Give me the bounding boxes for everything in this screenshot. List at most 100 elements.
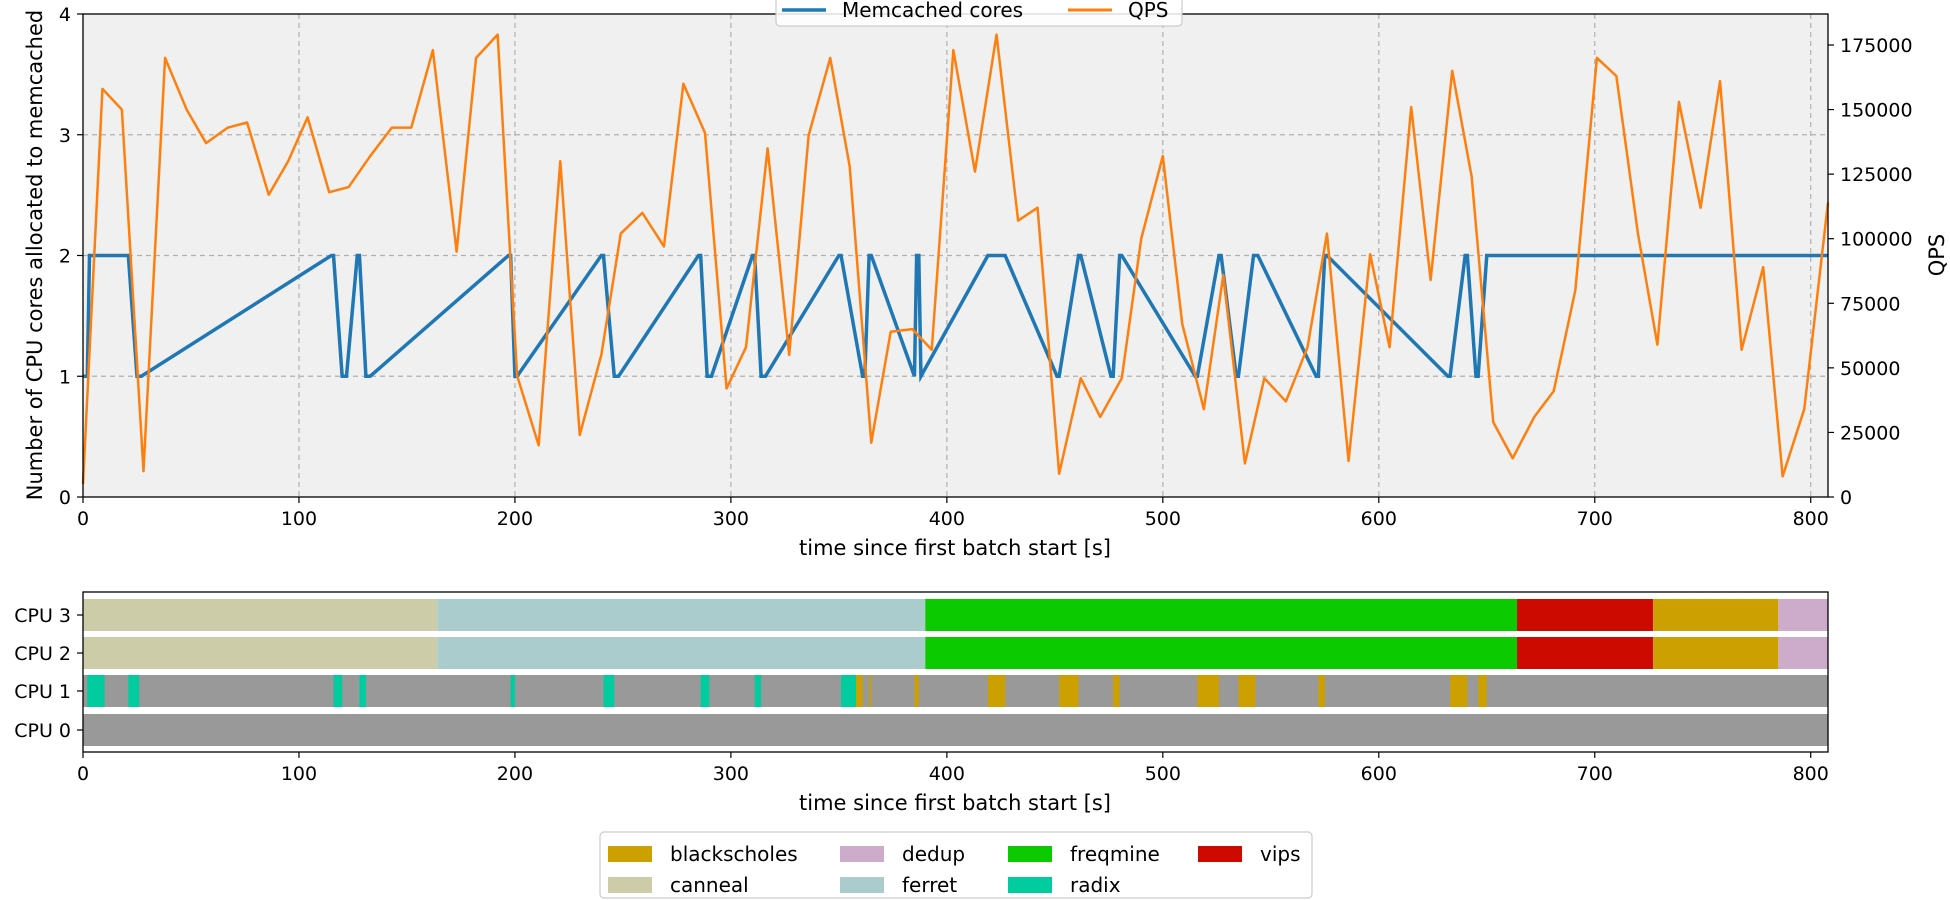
- top-y2-tick-label: 175000: [1840, 35, 1913, 57]
- timeline-segment-blackscholes: [1450, 675, 1468, 707]
- top-y-tick-label: 2: [59, 246, 71, 268]
- bottom-x-tick-label: 800: [1793, 763, 1829, 785]
- timeline-segment-canneal: [83, 599, 438, 631]
- timeline-segment-radix: [87, 675, 105, 707]
- top-y-axis-label: Number of CPU cores allocated to memcach…: [23, 10, 47, 501]
- timeline-segment-blackscholes: [1318, 675, 1325, 707]
- cpu-row-label: CPU 1: [14, 681, 71, 703]
- bottom-x-tick-label: 100: [281, 763, 317, 785]
- legend-vips-swatch: [1198, 846, 1242, 862]
- timeline-segment-blackscholes: [1653, 599, 1779, 631]
- timeline-segment-blackscholes: [1113, 675, 1120, 707]
- legend-freqmine-swatch: [1008, 846, 1052, 862]
- timeline-segment-radix: [603, 675, 615, 707]
- cpu-timeline-bars: [83, 599, 1828, 746]
- timeline-segment-blackscholes: [1197, 675, 1219, 707]
- bottom-x-tick-label: 500: [1145, 763, 1181, 785]
- top-x-tick-label: 800: [1793, 508, 1829, 530]
- bottom-x-tick-label: 200: [497, 763, 533, 785]
- timeline-segment-dedup: [1778, 599, 1828, 631]
- bottom-plot-frame: [82, 591, 1829, 753]
- timeline-segment-radix: [700, 675, 710, 707]
- timeline-segment-blackscholes: [856, 675, 863, 707]
- top-x-tick-label: 300: [713, 508, 749, 530]
- top-x-tick-label: 600: [1361, 508, 1397, 530]
- bottom-x-tick-label: 400: [929, 763, 965, 785]
- timeline-segment-radix: [359, 675, 366, 707]
- top-x-tick-label: 0: [77, 508, 89, 530]
- top-x-tick-label: 500: [1145, 508, 1181, 530]
- bottom-legend-items: blackscholes canneal dedup ferret freqmine ra…: [608, 842, 1301, 897]
- timeline-segment-freqmine: [925, 637, 1518, 669]
- legend-freqmine-label: freqmine: [1070, 842, 1160, 866]
- timeline-segment-blackscholes: [914, 675, 919, 707]
- top-y-tick-label: 3: [59, 125, 71, 147]
- top-legend-box: [775, 0, 1183, 27]
- top-x-axis-label: time since first batch start [s]: [799, 536, 1111, 560]
- timeline-segment-blackscholes: [1059, 675, 1079, 707]
- legend-ferret-swatch: [840, 877, 884, 893]
- timeline-segment-ferret: [437, 599, 926, 631]
- timeline-segment-radix: [510, 675, 515, 707]
- top-x-ticks: 0 100 200 300 400 500 600 700 800: [77, 497, 1829, 530]
- top-y-tick-label: 4: [59, 4, 71, 26]
- qps-cores-chart: 0 100 200 300 400 500 600 700 800 0 1 2 3 4 0 25000 50…: [23, 0, 1949, 560]
- timeline-segment-blackscholes: [1478, 675, 1487, 707]
- timeline-segment-dedup: [1778, 637, 1828, 669]
- legend-canneal-swatch: [608, 877, 652, 893]
- timeline-segment-ferret: [437, 637, 926, 669]
- qps-line: [81, 33, 1830, 485]
- top-series-lines: [81, 33, 1830, 485]
- timeline-segment-blackscholes: [1238, 675, 1256, 707]
- legend-dedup-label: dedup: [902, 842, 965, 866]
- legend-canneal-label: canneal: [670, 873, 749, 897]
- bottom-x-tick-label: 300: [713, 763, 749, 785]
- top-y-tick-label: 1: [59, 366, 71, 388]
- memcached-cores-line: [83, 253, 1828, 383]
- top-y2-axis-label: QPS: [1925, 234, 1949, 277]
- legend-blackscholes-label: blackscholes: [670, 842, 798, 866]
- cpu-row-label: CPU 2: [14, 643, 71, 665]
- bottom-legend: blackscholes canneal dedup ferret freqmine ra…: [599, 831, 1313, 899]
- cpu-row-label: CPU 3: [14, 605, 71, 627]
- top-y2-tick-label: 25000: [1840, 422, 1900, 444]
- bottom-x-tick-label: 600: [1361, 763, 1397, 785]
- timeline-segment-memcached: [83, 675, 1828, 707]
- legend-ferret-label: ferret: [902, 873, 957, 897]
- bottom-y-ticks: CPU 3 CPU 2 CPU 1 CPU 0: [14, 605, 83, 742]
- top-x-tick-label: 200: [497, 508, 533, 530]
- legend-blackscholes-swatch: [608, 846, 652, 862]
- top-legend: Memcached cores QPS: [775, 0, 1183, 27]
- timeline-segment-blackscholes: [1653, 637, 1779, 669]
- bottom-x-ticks: 0 100 200 300 400 500 600 700 800: [77, 752, 1829, 785]
- top-x-tick-label: 100: [281, 508, 317, 530]
- timeline-segment-canneal: [83, 637, 438, 669]
- legend-memcached-cores-label: Memcached cores: [842, 0, 1023, 22]
- timeline-segment-blackscholes: [987, 675, 1006, 707]
- legend-radix-label: radix: [1070, 873, 1121, 897]
- top-x-tick-label: 400: [929, 508, 965, 530]
- legend-vips-label: vips: [1260, 842, 1301, 866]
- legend-qps-label: QPS: [1128, 0, 1169, 22]
- cpu-row-label: CPU 0: [14, 720, 71, 742]
- top-y-ticks: 0 1 2 3 4: [59, 4, 83, 509]
- timeline-segment-vips: [1517, 637, 1654, 669]
- top-y2-ticks: 0 25000 50000 75000 100000 125000 150000 175000: [1828, 35, 1913, 509]
- top-y2-tick-label: 125000: [1840, 164, 1913, 186]
- timeline-segment-memcached: [83, 714, 1828, 746]
- timeline-segment-radix: [333, 675, 343, 707]
- bottom-x-tick-label: 700: [1577, 763, 1613, 785]
- top-gridlines: [83, 14, 1828, 497]
- timeline-segment-freqmine: [925, 599, 1518, 631]
- bottom-x-axis-label: time since first batch start [s]: [799, 791, 1111, 815]
- top-y2-tick-label: 150000: [1840, 100, 1913, 122]
- timeline-segment-radix: [841, 675, 857, 707]
- top-y2-tick-label: 100000: [1840, 229, 1913, 251]
- bottom-legend-box: [599, 831, 1313, 899]
- top-x-tick-label: 700: [1577, 508, 1613, 530]
- top-y-tick-label: 0: [59, 487, 71, 509]
- legend-dedup-swatch: [840, 846, 884, 862]
- bottom-x-tick-label: 0: [77, 763, 89, 785]
